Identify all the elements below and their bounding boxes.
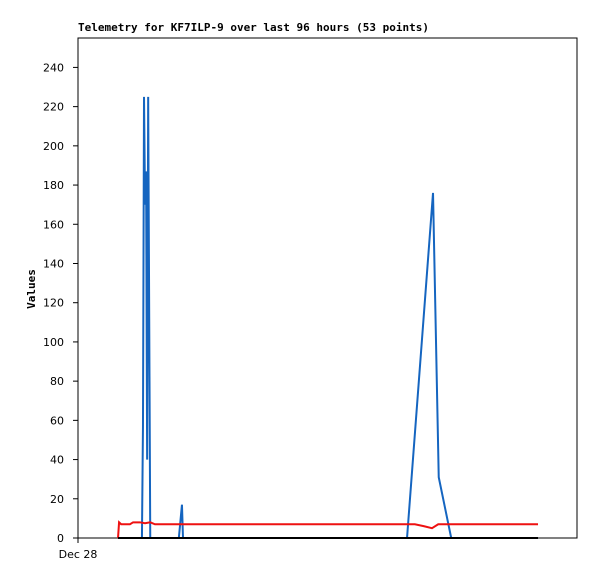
y-tick-label: 220 bbox=[43, 101, 64, 114]
y-tick-label: 140 bbox=[43, 257, 64, 270]
y-tick-label: 120 bbox=[43, 297, 64, 310]
y-tick-label: 200 bbox=[43, 140, 64, 153]
y-tick-label: 240 bbox=[43, 61, 64, 74]
y-tick-label: 0 bbox=[57, 532, 64, 545]
y-tick-label: 160 bbox=[43, 218, 64, 231]
series-line bbox=[117, 520, 539, 539]
x-tick-label: Dec 28 bbox=[59, 548, 98, 561]
chart-title: Telemetry for KF7ILP-9 over last 96 hour… bbox=[78, 21, 429, 34]
y-tick-label: 80 bbox=[50, 375, 64, 388]
y-axis-label: Values bbox=[25, 269, 38, 309]
y-tick-label: 20 bbox=[50, 493, 64, 506]
series-line bbox=[118, 96, 539, 539]
y-tick-label: 100 bbox=[43, 336, 64, 349]
y-tick-label: 60 bbox=[50, 414, 64, 427]
y-tick-label: 180 bbox=[43, 179, 64, 192]
y-tick-label: 40 bbox=[50, 454, 64, 467]
